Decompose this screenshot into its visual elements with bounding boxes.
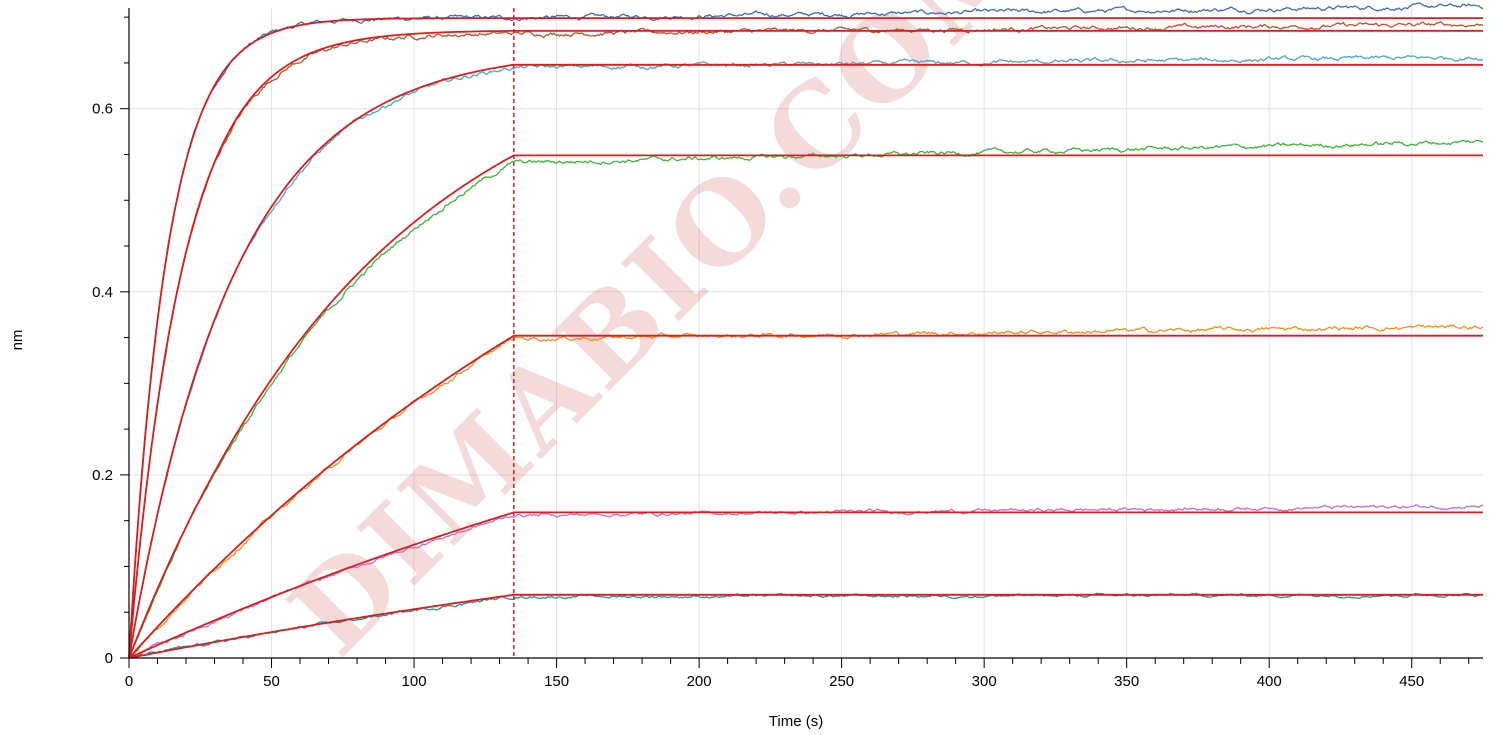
- y-tick-label: 0.2: [92, 467, 113, 484]
- x-tick-label: 0: [125, 673, 133, 690]
- y-axis-ticks: 0 0.2 0.4 0.6: [92, 16, 129, 667]
- x-tick-label: 50: [263, 673, 280, 690]
- fit-line-2: [128, 29, 1483, 659]
- grid-lines: [129, 8, 1483, 658]
- y-tick-label: 0.4: [92, 284, 113, 301]
- series-line-6: [128, 504, 1484, 659]
- fit-curves: [128, 17, 1483, 659]
- y-axis-label: nm: [9, 330, 26, 351]
- data-series: [128, 2, 1484, 659]
- x-tick-label: 250: [829, 673, 854, 690]
- series-line-7: [128, 592, 1484, 659]
- fit-line-7: [128, 593, 1483, 659]
- fit-line-3: [128, 63, 1483, 659]
- fit-line-6: [128, 511, 1483, 659]
- x-axis-label: Time (s): [769, 713, 823, 730]
- y-tick-label: 0.6: [92, 101, 113, 118]
- x-tick-label: 300: [972, 673, 997, 690]
- fit-line-4: [128, 154, 1483, 659]
- x-tick-label: 100: [402, 673, 427, 690]
- fit-line-5: [128, 334, 1483, 659]
- x-tick-label: 450: [1399, 673, 1424, 690]
- x-tick-label: 150: [544, 673, 569, 690]
- x-axis-ticks: 0 50 100 150 200 250 300 350 400 450: [125, 658, 1470, 690]
- series-line-2: [128, 21, 1484, 659]
- x-tick-label: 400: [1257, 673, 1282, 690]
- x-tick-label: 200: [687, 673, 712, 690]
- y-tick-label: 0: [105, 650, 113, 667]
- x-tick-label: 350: [1114, 673, 1139, 690]
- axes: [128, 8, 1483, 659]
- fit-line-1: [128, 17, 1483, 659]
